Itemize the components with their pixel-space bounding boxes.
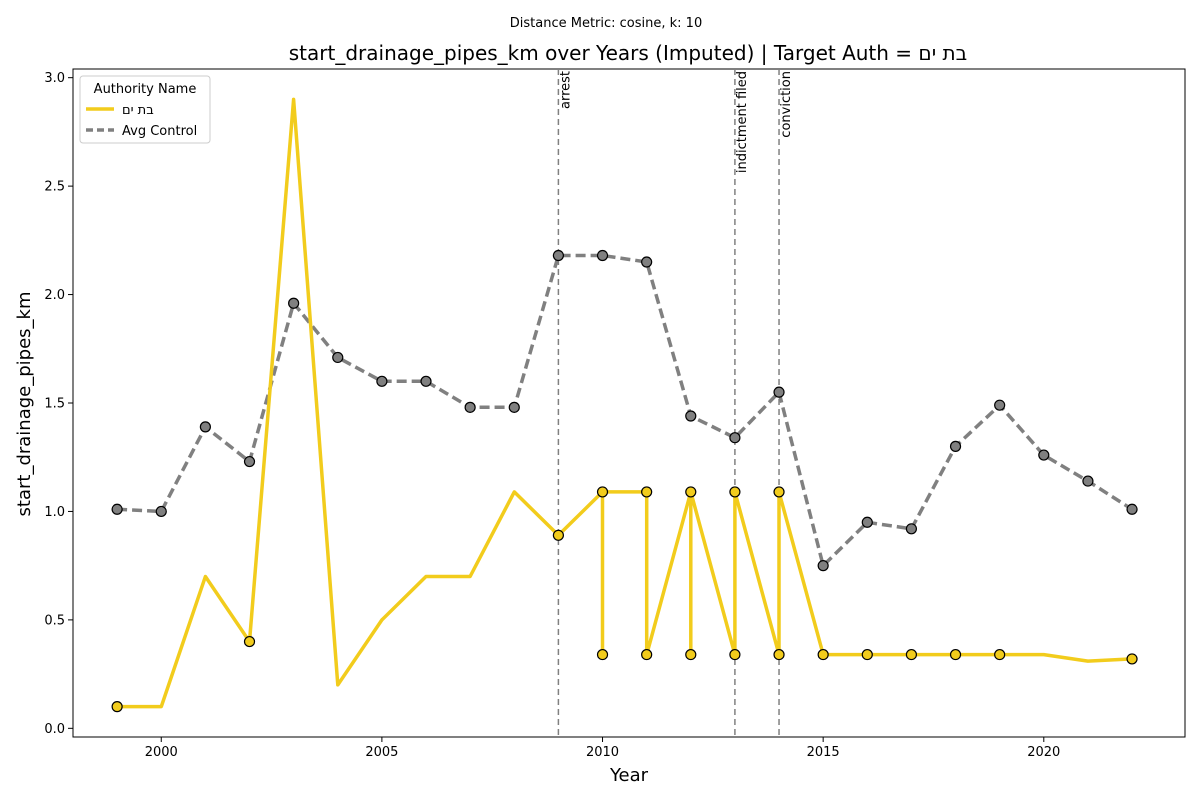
legend: Authority Name בת ים Avg Control bbox=[79, 75, 211, 144]
data-point-avg-control bbox=[508, 401, 520, 413]
data-point-avg-control bbox=[685, 410, 697, 422]
y-tick-label: 0.5 bbox=[44, 613, 65, 628]
data-point-avg-control bbox=[199, 421, 211, 433]
y-tick-label: 2.0 bbox=[44, 288, 65, 303]
data-point-target bbox=[729, 648, 741, 661]
legend-entry: Avg Control bbox=[122, 124, 197, 139]
data-point-avg-control bbox=[729, 432, 741, 444]
data-point-avg-control bbox=[773, 386, 785, 398]
legend-box bbox=[79, 75, 211, 144]
data-point-avg-control bbox=[596, 249, 609, 262]
data-point-target bbox=[817, 648, 829, 661]
data-point-target bbox=[861, 648, 873, 661]
x-tick-label: 2015 bbox=[807, 745, 840, 760]
data-point-avg-control bbox=[111, 503, 123, 515]
x-axis-label: Year bbox=[609, 765, 649, 786]
data-point-target bbox=[685, 648, 697, 661]
event-label: arrest bbox=[558, 71, 573, 109]
y-tick-label: 2.5 bbox=[44, 180, 65, 195]
legend-title: Authority Name bbox=[94, 82, 197, 97]
x-tick-label: 2020 bbox=[1027, 745, 1060, 760]
data-point-avg-control bbox=[420, 375, 432, 387]
data-point-target bbox=[111, 701, 123, 713]
data-point-target bbox=[685, 486, 697, 498]
series-line-target bbox=[115, 97, 1134, 709]
data-point-target bbox=[994, 648, 1006, 661]
chart-suptitle: Distance Metric: cosine, k: 10 bbox=[510, 16, 702, 31]
data-point-avg-control bbox=[949, 440, 962, 452]
data-point-avg-control bbox=[861, 516, 873, 528]
data-point-target bbox=[949, 648, 962, 661]
data-point-avg-control bbox=[905, 523, 918, 535]
event-label: indictment filed bbox=[735, 71, 750, 173]
x-tick-label: 2010 bbox=[586, 745, 619, 760]
data-point-target bbox=[243, 635, 256, 648]
y-axis-label: start_drainage_pipes_km bbox=[14, 292, 35, 517]
data-point-target bbox=[596, 486, 609, 498]
data-point-target bbox=[641, 648, 653, 661]
data-point-target bbox=[729, 486, 741, 498]
y-tick-label: 3.0 bbox=[44, 71, 65, 86]
data-point-avg-control bbox=[376, 375, 388, 387]
data-point-target bbox=[1126, 653, 1138, 665]
data-point-avg-control bbox=[1038, 449, 1050, 461]
data-point-avg-control bbox=[1082, 475, 1094, 487]
data-point-target bbox=[773, 648, 785, 661]
chart-title: start_drainage_pipes_km over Years (Impu… bbox=[289, 41, 967, 65]
data-point-avg-control bbox=[994, 399, 1006, 411]
data-point-avg-control bbox=[1126, 503, 1138, 515]
x-tick-label: 2005 bbox=[365, 745, 398, 760]
event-label: conviction bbox=[779, 71, 794, 138]
data-point-avg-control bbox=[243, 455, 256, 468]
y-tick-label: 0.0 bbox=[44, 722, 65, 737]
data-point-avg-control bbox=[464, 401, 476, 413]
legend-entry: בת ים bbox=[122, 103, 154, 118]
data-point-avg-control bbox=[817, 560, 829, 572]
data-point-avg-control bbox=[332, 351, 344, 364]
x-tick-label: 2000 bbox=[145, 745, 178, 760]
data-point-avg-control bbox=[552, 249, 564, 262]
data-point-target bbox=[596, 648, 609, 661]
data-point-avg-control bbox=[155, 505, 167, 518]
data-point-avg-control bbox=[641, 256, 653, 268]
y-tick-label: 1.0 bbox=[44, 505, 65, 520]
axes-frame bbox=[72, 68, 1186, 738]
data-point-avg-control bbox=[288, 297, 300, 309]
series-line-avg-control bbox=[117, 253, 1133, 568]
data-point-target bbox=[552, 529, 564, 541]
y-tick-label: 1.5 bbox=[44, 397, 65, 412]
plot-area: 2000 2005 2010 2015 2020 0.0 0.5 1.0 1.5 2.0 2.5 3.… bbox=[44, 68, 1186, 760]
data-point-target bbox=[905, 648, 918, 661]
data-point-target bbox=[773, 486, 785, 498]
data-point-target bbox=[641, 486, 653, 498]
